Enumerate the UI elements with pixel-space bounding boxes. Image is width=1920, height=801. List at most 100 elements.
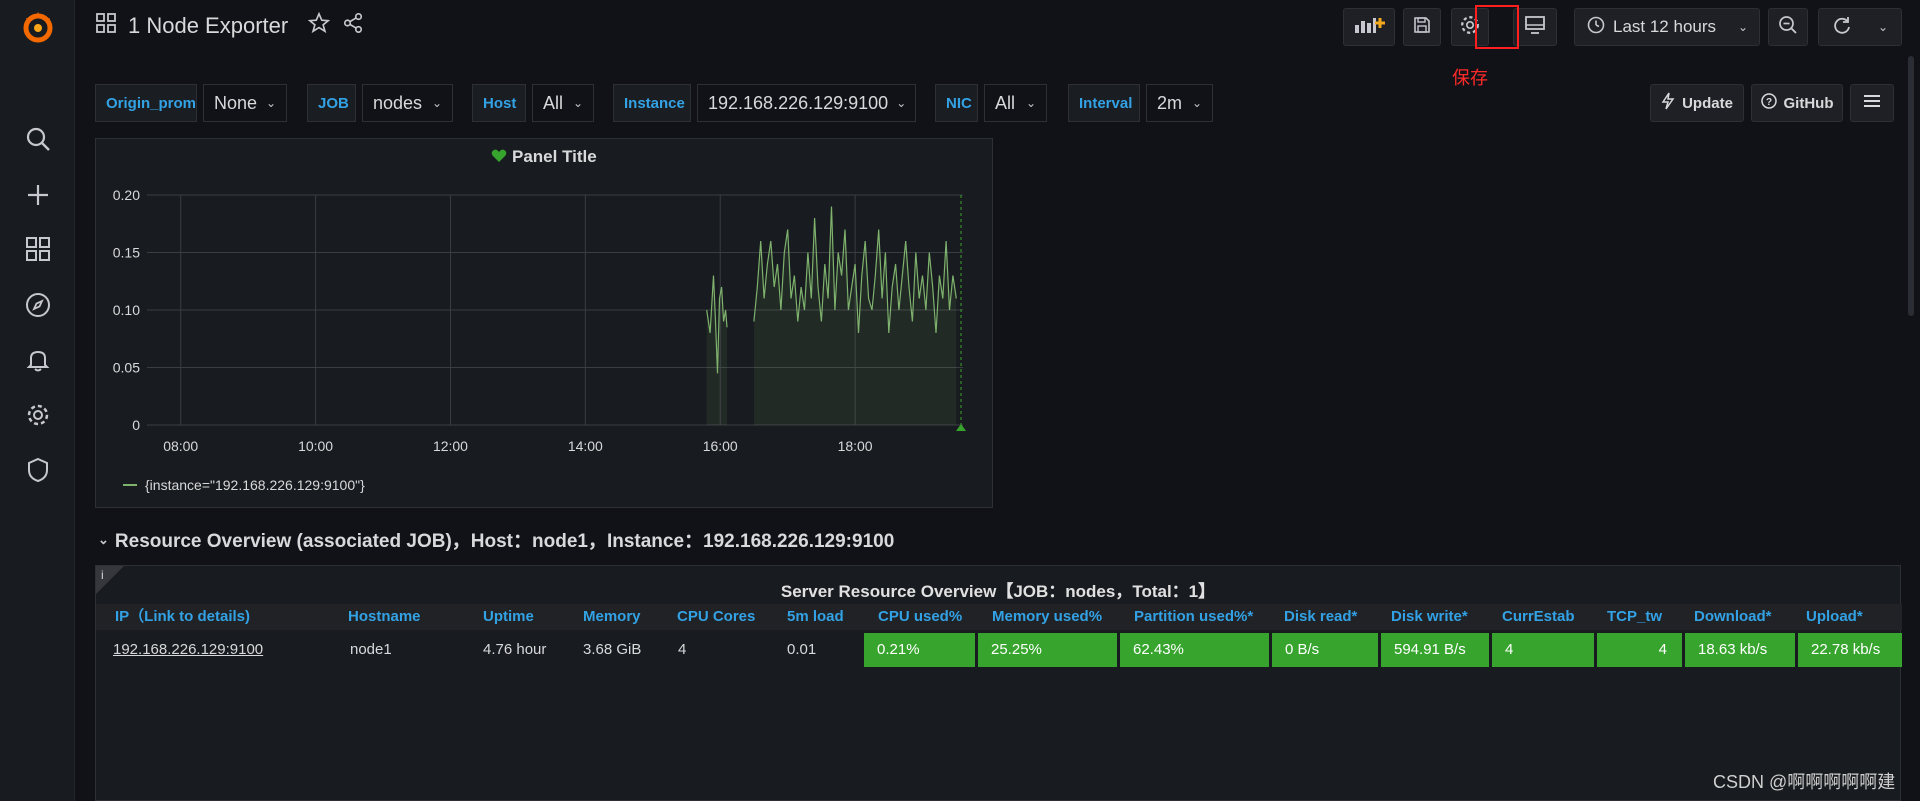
y-tick-label: 0.05	[113, 360, 140, 376]
plus-icon[interactable]	[20, 177, 56, 213]
y-tick-label: 0	[132, 417, 140, 433]
github-link-button[interactable]: ? GitHub	[1751, 84, 1843, 122]
chevron-down-icon: ⌄	[572, 96, 583, 110]
column-header-cpu-used[interactable]: CPU used%	[878, 608, 963, 625]
y-tick-label: 0.10	[113, 302, 140, 318]
add-panel-icon	[1352, 15, 1386, 40]
alerting-bell-icon[interactable]	[20, 342, 56, 378]
column-header-ip[interactable]: IP（Link to details)	[115, 608, 251, 625]
hamburger-menu-icon	[1863, 94, 1881, 112]
refresh-button-group[interactable]: ⌄	[1818, 8, 1902, 46]
var-select-interval[interactable]: 2m ⌄	[1146, 84, 1213, 122]
chevron-down-icon: ⌄	[1738, 20, 1749, 34]
x-tick-label: 12:00	[433, 438, 468, 454]
var-value-nic: All	[995, 92, 1016, 113]
column-header-currestab[interactable]: CurrEstab	[1502, 608, 1575, 625]
column-header-disk-write[interactable]: Disk write*	[1391, 608, 1468, 625]
row-header[interactable]: ⌄ Resource Overview (associated JOB)，Hos…	[98, 526, 894, 553]
column-header-tcp-tw[interactable]: TCP_tw	[1607, 608, 1663, 625]
panel-title: Panel Title	[512, 147, 597, 166]
y-tick-label: 0.20	[113, 187, 140, 203]
var-select-nic[interactable]: All ⌄	[984, 84, 1047, 122]
links-menu-button[interactable]	[1850, 84, 1894, 122]
refresh-icon[interactable]	[1832, 15, 1852, 40]
column-header-memory-used[interactable]: Memory used%	[992, 608, 1103, 625]
cell-uptime: 4.76 hour	[483, 641, 547, 658]
dashboard-grid-icon	[96, 13, 116, 39]
cell-memory: 3.68 GiB	[583, 641, 642, 658]
cell-upload: 22.78 kb/s	[1798, 633, 1902, 667]
chevron-down-icon: ⌄	[431, 96, 442, 110]
star-icon[interactable]	[307, 11, 331, 40]
column-header-memory[interactable]: Memory	[583, 608, 641, 625]
cell-hostname: node1	[350, 641, 392, 658]
graph-panel[interactable]: Panel Title 0.20 0.15 0.10 0.05 0 08:00 10:00 1…	[95, 138, 993, 508]
share-icon[interactable]	[342, 12, 364, 40]
column-header-hostname[interactable]: Hostname	[348, 608, 421, 625]
heart-icon	[491, 147, 507, 166]
cell-tcp-tw: 4	[1597, 633, 1682, 667]
zoom-out-button[interactable]	[1768, 8, 1808, 46]
top-navbar: 1 Node Exporter Last 12 hours ⌄	[74, 0, 1920, 88]
tv-mode-button[interactable]	[1513, 8, 1557, 46]
column-header-disk-read[interactable]: Disk read*	[1284, 608, 1358, 625]
chevron-down-icon: ⌄	[98, 531, 109, 547]
github-label: GitHub	[1783, 94, 1834, 112]
cell-ip-link[interactable]: 192.168.226.129:9100	[113, 641, 264, 658]
column-header-uptime[interactable]: Uptime	[483, 608, 534, 625]
cell-disk-read: 0 B/s	[1272, 633, 1378, 667]
cell-cpu-cores: 4	[678, 641, 687, 658]
dashboard-title[interactable]: 1 Node Exporter	[128, 13, 289, 38]
chevron-down-icon: ⌄	[896, 96, 907, 110]
column-header-cpu-cores[interactable]: CPU Cores	[677, 608, 756, 625]
info-corner	[96, 566, 124, 594]
monitor-icon	[1524, 15, 1546, 40]
timeseries-chart: 0.20 0.15 0.10 0.05 0 08:00 10:00 12:00 14:00 16:…	[113, 187, 966, 493]
panel-title-row[interactable]: Panel Title	[96, 147, 992, 167]
shield-icon[interactable]	[20, 452, 56, 488]
cell-partition-used: 62.43%	[1120, 633, 1269, 667]
var-label-origin-prom: Origin_prom	[95, 84, 197, 122]
column-header-5m-load[interactable]: 5m load	[787, 608, 844, 625]
x-tick-label: 10:00	[298, 438, 333, 454]
question-circle-icon: ?	[1760, 93, 1777, 113]
var-select-host[interactable]: All ⌄	[532, 84, 594, 122]
column-header-partition-used[interactable]: Partition used%*	[1134, 608, 1254, 625]
var-select-origin-prom[interactable]: None ⌄	[203, 84, 287, 122]
zoom-out-icon	[1778, 15, 1798, 40]
var-value-interval: 2m	[1157, 92, 1183, 113]
column-header-download[interactable]: Download*	[1694, 608, 1772, 625]
dashboard-settings-button[interactable]	[1451, 8, 1489, 46]
table-title: Server Resource Overview【JOB：nodes，Total…	[780, 582, 1216, 601]
time-range-picker[interactable]: Last 12 hours ⌄	[1574, 8, 1760, 46]
resource-table-panel[interactable]: i Server Resource Overview【JOB：nodes，Tot…	[95, 565, 1902, 801]
settings-gear-icon[interactable]	[20, 397, 56, 433]
var-label-host: Host	[472, 84, 526, 122]
column-header-upload[interactable]: Upload*	[1806, 608, 1863, 625]
cell-download: 18.63 kb/s	[1685, 633, 1795, 667]
add-panel-button[interactable]	[1343, 8, 1395, 46]
page-scrollbar[interactable]	[1908, 56, 1914, 316]
explore-compass-icon[interactable]	[20, 287, 56, 323]
watermark: CSDN @啊啊啊啊啊建	[1713, 772, 1896, 792]
save-highlight-box	[1475, 5, 1519, 49]
legend-label: {instance="192.168.226.129:9100"}	[145, 477, 365, 493]
save-dashboard-button[interactable]	[1403, 8, 1441, 46]
refresh-interval-chevron-icon[interactable]: ⌄	[1877, 20, 1889, 34]
dashboards-icon[interactable]	[20, 231, 56, 267]
info-icon[interactable]: i	[101, 568, 104, 582]
var-select-instance[interactable]: 192.168.226.129:9100 ⌄	[697, 84, 916, 122]
svg-text:?: ?	[1765, 97, 1771, 108]
grafana-logo-icon[interactable]	[20, 9, 56, 45]
cell-memory-used: 25.25%	[978, 633, 1117, 667]
var-label-job: JOB	[307, 84, 356, 122]
var-label-nic: NIC	[935, 84, 978, 122]
var-value-host: All	[543, 92, 564, 113]
gear-icon	[1459, 14, 1481, 41]
series-area	[753, 206, 957, 425]
search-icon[interactable]	[20, 121, 56, 157]
var-label-instance: Instance	[613, 84, 691, 122]
update-link-button[interactable]: Update	[1650, 84, 1744, 122]
var-select-job[interactable]: nodes ⌄	[362, 84, 453, 122]
chevron-down-icon: ⌄	[1191, 96, 1202, 110]
